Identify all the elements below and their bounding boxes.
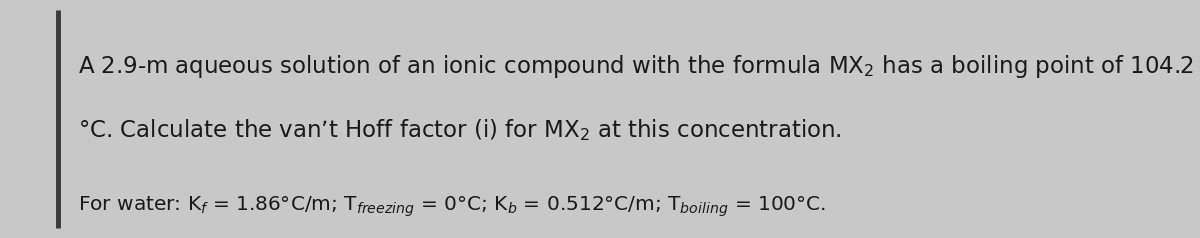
Text: For water: K$_f$ = 1.86°C/m; T$_{freezing}$ = 0°C; K$_b$ = 0.512°C/m; T$_{boilin: For water: K$_f$ = 1.86°C/m; T$_{freezin… bbox=[78, 195, 826, 219]
Text: °C. Calculate the van’t Hoff factor (i) for MX$_2$ at this concentration.: °C. Calculate the van’t Hoff factor (i) … bbox=[78, 117, 842, 143]
Text: A 2.9-m aqueous solution of an ionic compound with the formula MX$_2$ has a boil: A 2.9-m aqueous solution of an ionic com… bbox=[78, 53, 1194, 80]
